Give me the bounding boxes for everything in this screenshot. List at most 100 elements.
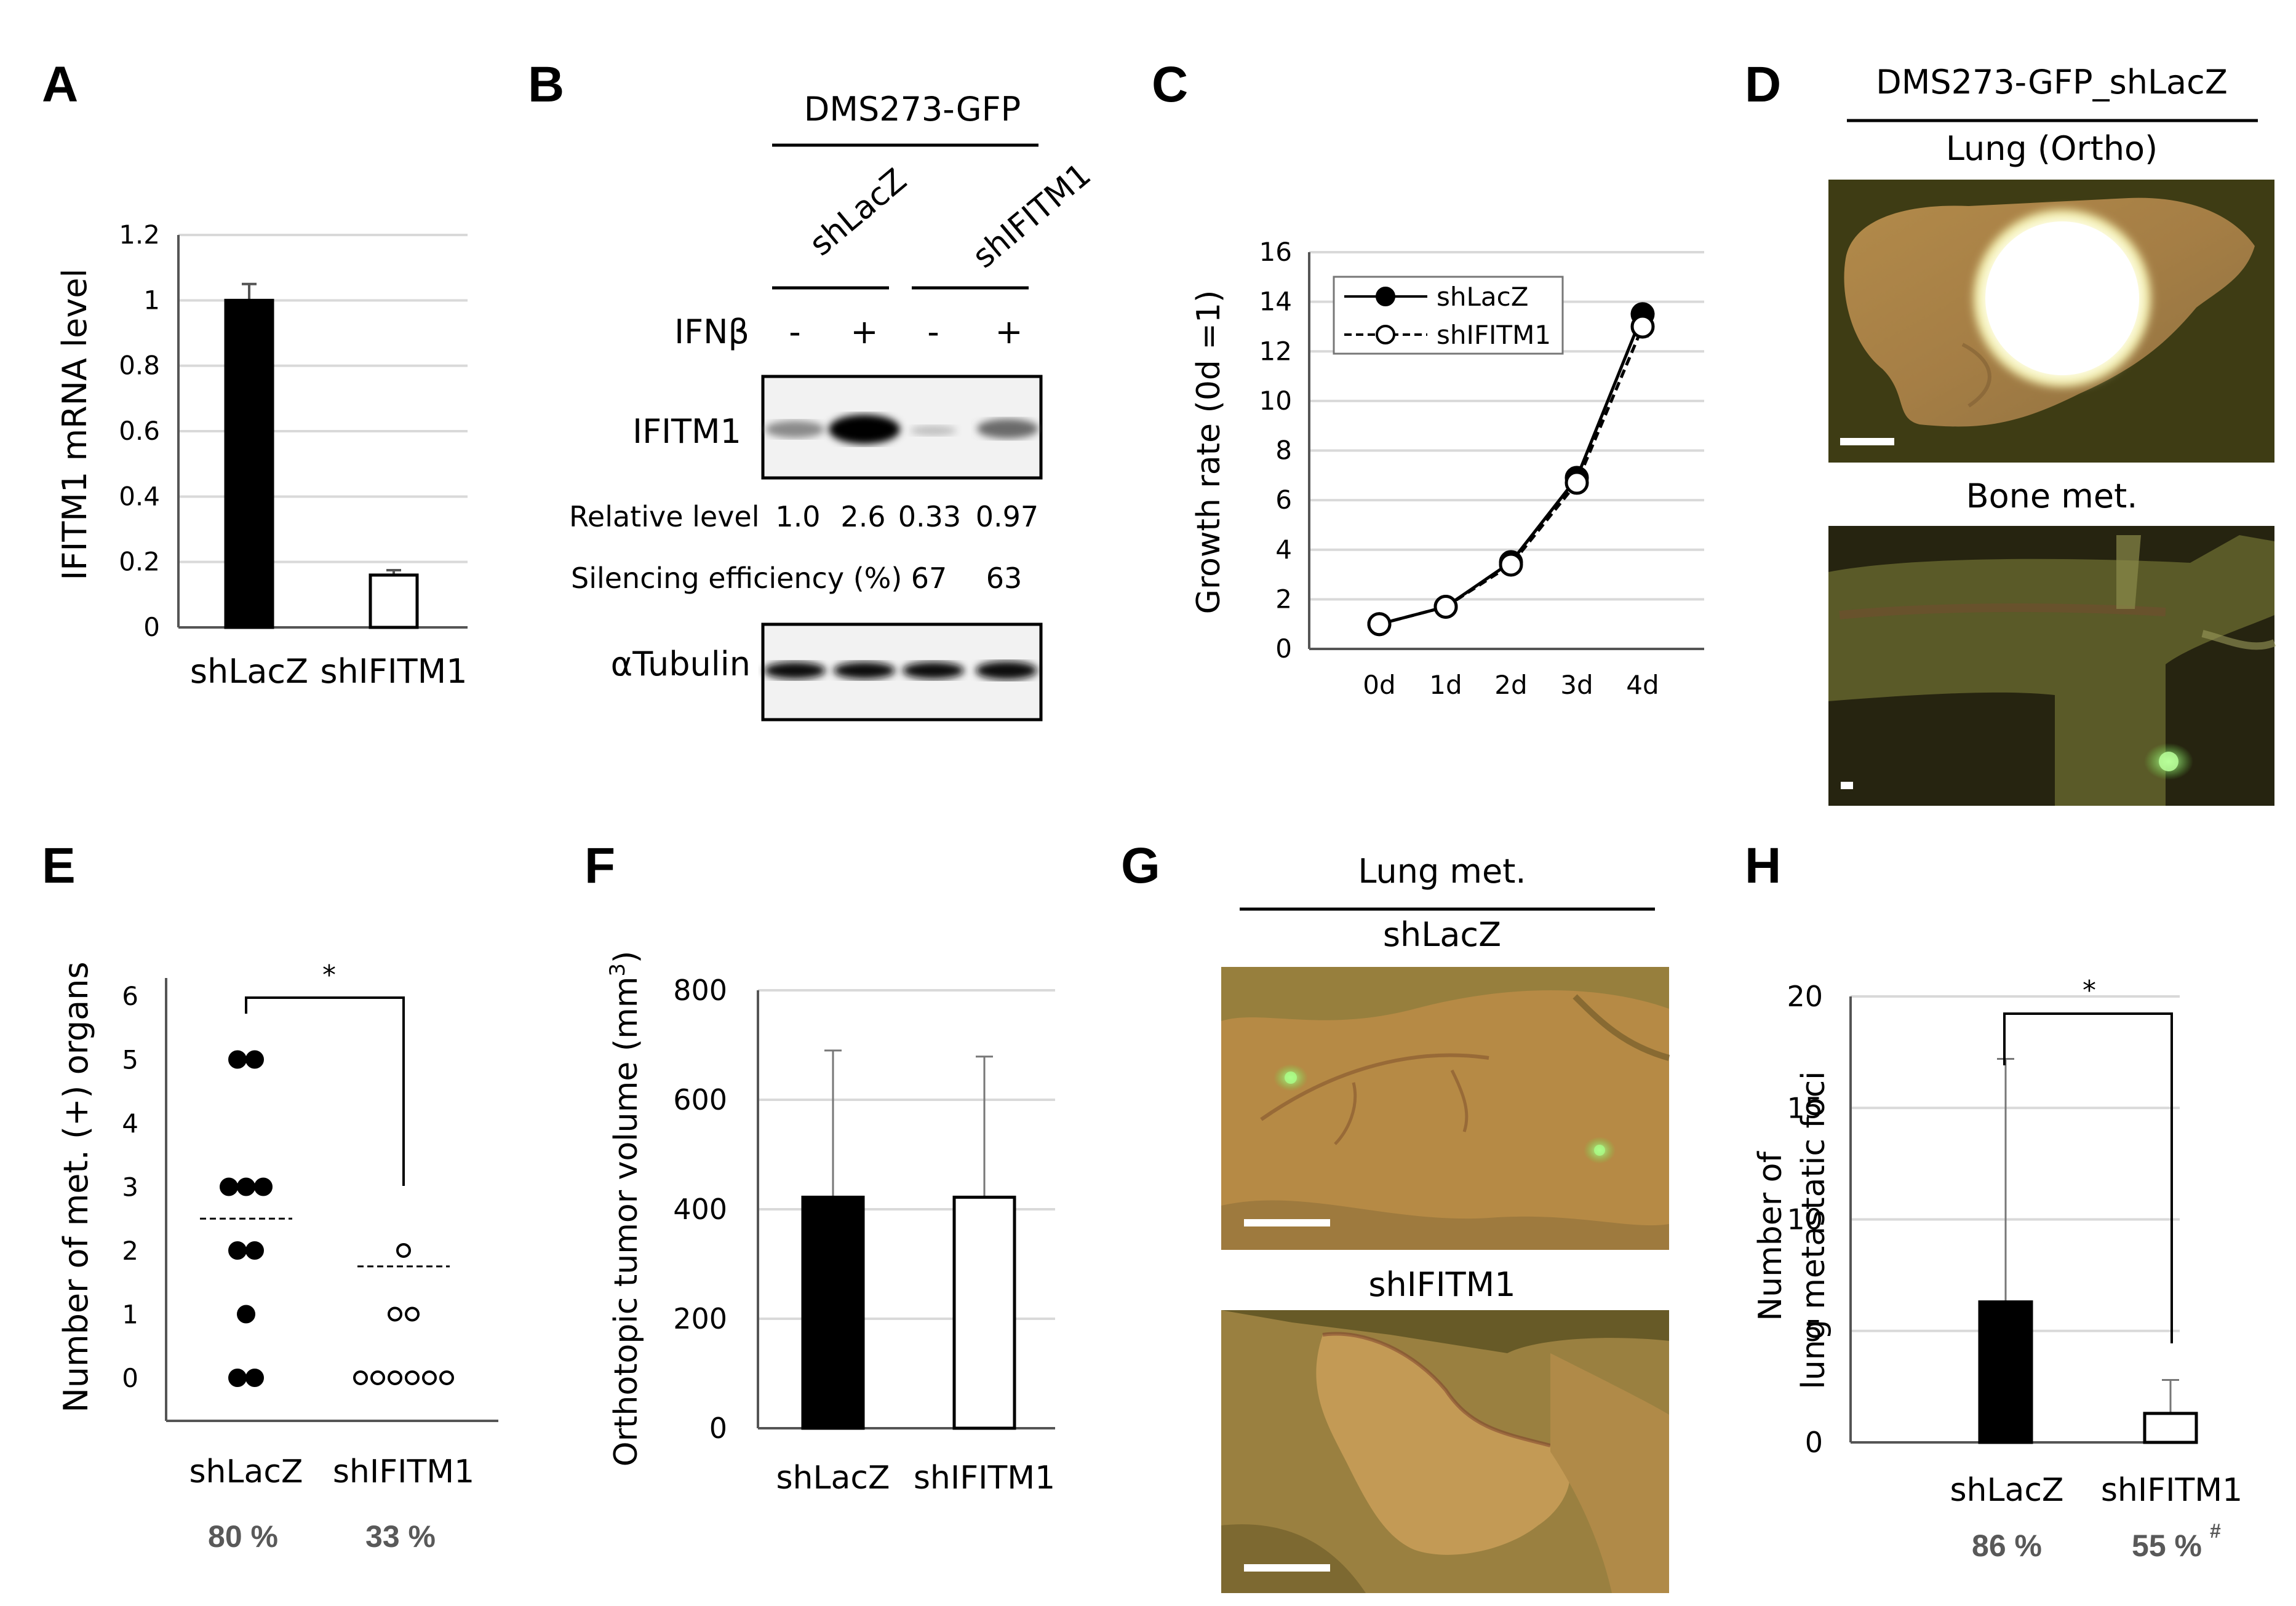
- x-tick-label: shIFITM1: [320, 652, 467, 691]
- ifn-label: IFNβ: [674, 312, 749, 351]
- chart-a: 0 0.2 0.4 0.6 0.8 1 1.2 shLacZ shIFITM1 IFITM1 mR…: [55, 220, 468, 691]
- panel-letter-g: G: [1121, 838, 1160, 894]
- percentage-label: 86 %: [1972, 1528, 2042, 1563]
- panel-h: H 0 5 10 15 20 shLacZ shIFITM1 86 % 55 % # * Number…: [1745, 838, 2242, 1563]
- x-tick-label: shIFITM1: [914, 1460, 1055, 1497]
- x-tick-label: 4d: [1626, 670, 1659, 700]
- silencing-value-1: 67: [911, 562, 947, 595]
- panel-d-title: DMS273-GFP_shLacZ: [1876, 63, 2228, 101]
- group-label-shlacz: shLacZ: [803, 162, 914, 263]
- bar-shIFITM1: [369, 573, 419, 629]
- bar-shIFITM1: [952, 1195, 1016, 1430]
- point-shLacZ: [220, 1177, 238, 1196]
- x-tick-label: shLacZ: [189, 1453, 303, 1490]
- y-tick-label: 5: [1805, 1314, 1823, 1348]
- percentage-label: 33 %: [365, 1519, 436, 1554]
- y-tick-label: 0.4: [119, 481, 160, 511]
- panel-c: C 0 2 4 6 8 10 12 14 16 0d 1d 2d 3d 4d shLacZ shIFITM1 G…: [1152, 57, 1704, 700]
- x-tick-label: shLacZ: [776, 1460, 890, 1497]
- point-shIFITM1: [422, 1370, 437, 1385]
- panel-letter-e: E: [42, 838, 76, 894]
- panel-d: D DMS273-GFP_shLacZ Lung (Ortho) Bone me…: [1745, 57, 2276, 806]
- point-shIFITM1: [405, 1370, 420, 1385]
- point-shLacZ: [254, 1177, 273, 1196]
- point-shLacZ: [245, 1050, 264, 1069]
- panel-letter-f: F: [584, 838, 615, 894]
- panel-d-image2-label: Bone met.: [1966, 477, 2138, 515]
- panel-g: G Lung met. shLacZ shIFITM1: [1121, 838, 1670, 1593]
- western-blot-ifitm1: [761, 375, 1043, 480]
- panel-letter-c: C: [1152, 57, 1188, 113]
- chart-e: 0 1 2 3 4 5 6 shLacZ 80 % shIFITM1 33 % * Number of …: [57, 960, 498, 1554]
- percentage-label: 80 %: [208, 1519, 278, 1554]
- scale-bar: [1841, 782, 1853, 789]
- y-tick-label: 6: [1275, 485, 1292, 515]
- point-shIFITM1: [388, 1370, 402, 1385]
- relative-level-label: Relative level: [569, 500, 760, 533]
- point-shLacZ: [237, 1305, 255, 1324]
- y-tick-label: 10: [1259, 386, 1292, 416]
- y-tick-label: 4: [1275, 535, 1292, 565]
- panel-letter-h: H: [1745, 838, 1781, 894]
- y-tick-label: 0: [143, 612, 160, 642]
- y-tick-label: 15: [1787, 1091, 1823, 1124]
- western-blot-tubulin: [761, 622, 1043, 722]
- panel-f: F 0 200 400 600 800 shLacZ shIFITM1 Orthotopic …: [584, 838, 1055, 1497]
- legend-label: shLacZ: [1437, 282, 1529, 312]
- point-shIFITM1: [388, 1306, 402, 1322]
- panel-letter-d: D: [1745, 57, 1781, 113]
- treat-1: -: [789, 312, 801, 351]
- y-tick-label: 3: [122, 1172, 138, 1203]
- point-shLacZ: [245, 1241, 264, 1260]
- blot-label-ifitm1: IFITM1: [632, 412, 741, 451]
- y-tick-label: 5: [122, 1045, 138, 1075]
- x-tick-label: shLacZ: [190, 652, 308, 691]
- y-tick-label: 2: [122, 1236, 138, 1266]
- scale-bar: [1244, 1219, 1330, 1226]
- point-shIFITM1: [370, 1370, 385, 1385]
- treat-2: +: [850, 312, 878, 351]
- point-shIFITM1: [1565, 471, 1589, 495]
- significance-mark: *: [2083, 975, 2096, 1006]
- y-axis-label: IFITM1 mRNA level: [55, 268, 94, 580]
- panel-a: A 0 0.2 0.4 0.6 0.8 1 1.2 shLacZ shIFITM1 IFITM1 …: [42, 57, 468, 691]
- chart-c: 0 2 4 6 8 10 12 14 16 0d 1d 2d 3d 4d shLacZ shIFITM1 Gro…: [1190, 237, 1704, 700]
- relative-value-3: 0.33: [898, 500, 961, 533]
- bone-met-image: [1828, 526, 2276, 806]
- point-shIFITM1: [353, 1370, 368, 1385]
- significance-mark: *: [322, 960, 336, 991]
- chart-h: 0 5 10 15 20 shLacZ shIFITM1 86 % 55 % # * Number o…: [1752, 975, 2242, 1563]
- point-shLacZ: [228, 1369, 247, 1387]
- y-axis-label-sup: 3: [605, 963, 630, 977]
- y-tick-label: 1.2: [119, 220, 160, 250]
- panel-g-image2-label: shIFITM1: [1368, 1265, 1515, 1304]
- footnote-mark: #: [2210, 1520, 2221, 1542]
- lung-met-shlacz-image: [1221, 967, 1670, 1250]
- panel-d-image1-label: Lung (Ortho): [1946, 129, 2158, 168]
- y-tick-label: 1: [143, 285, 160, 315]
- panel-b: B DMS273-GFP shLacZ shIFITM1 IFNβ - + - …: [528, 57, 1098, 722]
- bar-shLacZ: [801, 1195, 865, 1430]
- chart-f: 0 200 400 600 800 shLacZ shIFITM1 Orthotopic tu…: [605, 951, 1055, 1497]
- panel-e: E 0 1 2 3 4 5 6 shLacZ 80 % shIFITM1 33 % * Number o…: [42, 838, 498, 1554]
- point-shLacZ: [228, 1241, 247, 1260]
- significance-bracket: [2003, 1012, 2173, 1343]
- relative-value-1: 1.0: [775, 500, 820, 533]
- legend-marker-shIFITM1: [1376, 325, 1395, 344]
- blot-label-tubulin: αTubulin: [611, 645, 751, 683]
- y-tick-label: 2: [1275, 584, 1292, 614]
- y-axis-label: Orthotopic tumor volume (mm3): [605, 951, 645, 1467]
- relative-value-4: 0.97: [976, 500, 1038, 533]
- x-tick-label: shIFITM1: [2101, 1472, 2242, 1509]
- point-shIFITM1: [1630, 314, 1655, 339]
- x-tick-label: shLacZ: [1950, 1472, 2063, 1509]
- y-tick-label: 800: [673, 974, 727, 1007]
- lung-met-shifitm1-image: [1221, 1310, 1669, 1593]
- point-shIFITM1: [1367, 612, 1392, 637]
- y-tick-label: 20: [1787, 980, 1823, 1013]
- y-tick-label: 12: [1259, 336, 1292, 366]
- scale-bar: [1244, 1564, 1330, 1572]
- treat-4: +: [995, 312, 1022, 351]
- point-shIFITM1: [405, 1306, 420, 1322]
